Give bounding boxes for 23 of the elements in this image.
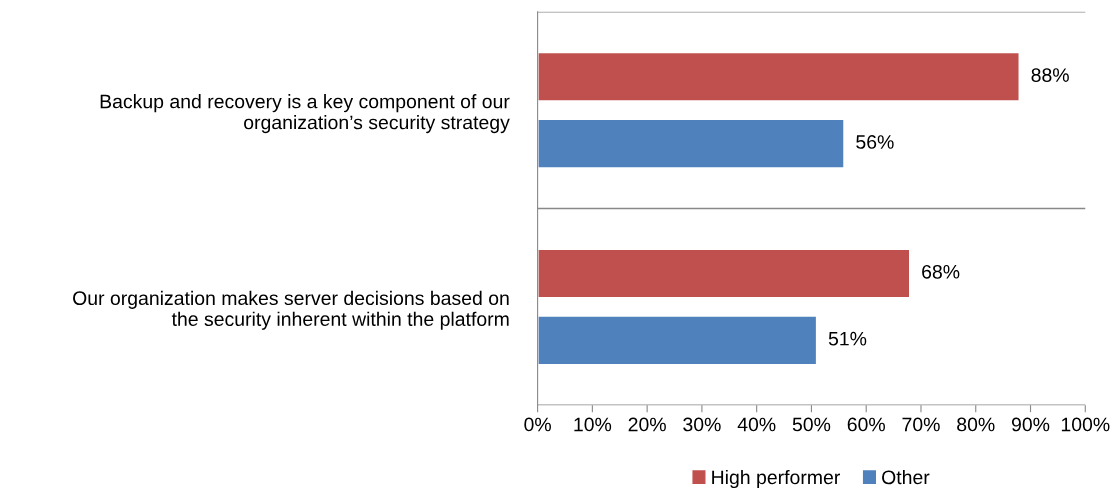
x-tick-label: 10% bbox=[574, 417, 612, 432]
legend-label: Other bbox=[882, 469, 930, 485]
y-tick-label: Our organization makes server decisions based on the security inherent within the platform bbox=[73, 290, 509, 330]
bar bbox=[537, 314, 818, 366]
x-tick-label: 50% bbox=[792, 417, 831, 432]
x-tick-label: 100% bbox=[1061, 417, 1110, 432]
legend-label: High performer bbox=[712, 469, 840, 489]
x-tick-label: 20% bbox=[628, 417, 666, 432]
x-tick-label: 40% bbox=[737, 417, 776, 432]
text: 51% bbox=[828, 331, 867, 346]
x-tick-label: 70% bbox=[902, 417, 940, 432]
x-tick-label: 30% bbox=[683, 417, 721, 432]
text: 68% bbox=[922, 264, 960, 279]
x-tick-label: 60% bbox=[847, 417, 885, 432]
bar bbox=[537, 247, 912, 300]
bar bbox=[537, 51, 1021, 103]
x-tick-label: 80% bbox=[957, 417, 995, 432]
text: 88% bbox=[1031, 68, 1069, 82]
x-tick-label: 0% bbox=[524, 417, 551, 432]
y-tick-label: Backup and recovery is a key component of our organization’s security strategy bbox=[100, 94, 510, 134]
text: 56% bbox=[856, 135, 894, 149]
bar bbox=[537, 118, 846, 170]
x-tick-label: 90% bbox=[1011, 417, 1050, 432]
